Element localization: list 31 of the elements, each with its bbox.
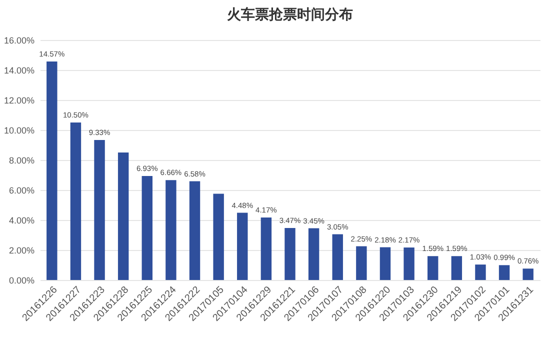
bar	[46, 61, 58, 280]
bar	[70, 122, 82, 280]
bar	[260, 217, 272, 280]
y-tick-label: 2.00%	[8, 246, 34, 256]
chart-title: 火车票抢票时间分布	[227, 6, 353, 22]
bar	[213, 194, 224, 280]
y-tick-label: 0.00%	[8, 276, 34, 286]
y-tick-label: 8.00%	[8, 156, 34, 166]
bar	[332, 234, 343, 280]
y-tick-label: 4.00%	[8, 216, 34, 226]
bar	[475, 264, 486, 280]
y-tick-label: 14.00%	[4, 66, 34, 76]
y-tick-label: 6.00%	[8, 186, 34, 196]
bar	[189, 181, 200, 280]
bar	[142, 176, 152, 280]
bar	[237, 212, 248, 280]
y-tick-label: 16.00%	[4, 36, 34, 46]
bar	[166, 180, 176, 280]
bar	[356, 246, 367, 280]
bar	[284, 228, 296, 280]
bar	[404, 247, 414, 280]
y-tick-label: 12.00%	[4, 96, 34, 106]
bar	[94, 140, 105, 280]
bar	[118, 152, 129, 280]
bar	[498, 265, 510, 280]
bar	[428, 256, 438, 280]
bar	[308, 228, 320, 280]
bar	[380, 247, 391, 280]
bar	[522, 268, 534, 280]
bar	[451, 256, 462, 280]
y-tick-label: 10.00%	[4, 126, 34, 136]
